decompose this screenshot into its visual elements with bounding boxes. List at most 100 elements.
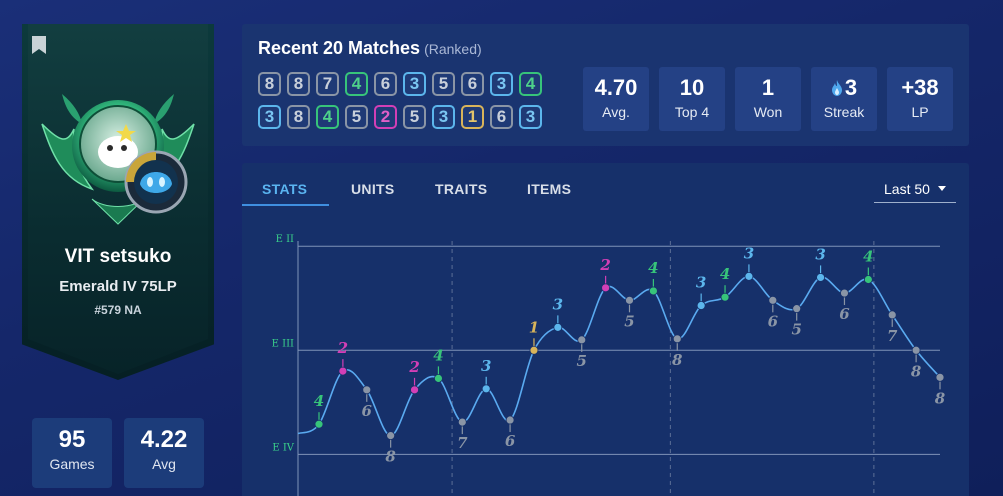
games-value: 95 <box>58 426 86 453</box>
range-filter-dropdown[interactable]: Last 50 <box>874 175 956 203</box>
data-point[interactable] <box>648 286 658 296</box>
recent-subtitle: (Ranked) <box>424 41 482 57</box>
tab-items[interactable]: ITEMS <box>527 181 572 197</box>
point-placement-label: 7 <box>887 327 898 345</box>
tab-traits[interactable]: TRAITS <box>435 181 488 197</box>
data-point[interactable] <box>720 292 730 302</box>
data-point[interactable] <box>792 304 802 314</box>
data-point[interactable] <box>911 345 921 355</box>
chevron-down-icon <box>937 186 946 191</box>
ladder-rank: #579 NA <box>94 303 142 317</box>
placement-badge[interactable]: 4 <box>345 72 368 96</box>
data-point[interactable] <box>816 273 825 282</box>
data-point[interactable] <box>529 345 539 355</box>
placement-badge[interactable]: 3 <box>519 105 542 129</box>
point-placement-label: 6 <box>839 305 850 323</box>
y-tick-label: E II <box>276 234 294 245</box>
data-point[interactable] <box>481 384 491 394</box>
point-placement-label: 4 <box>433 346 443 364</box>
summary-won-value: 1 <box>761 75 775 100</box>
point-placement-label: 4 <box>863 248 873 266</box>
data-point[interactable] <box>434 373 443 383</box>
placement-badge[interactable]: 5 <box>403 105 426 129</box>
data-point[interactable] <box>863 275 873 284</box>
summary-streak-value-row: 3 <box>811 75 877 101</box>
data-point[interactable] <box>696 301 706 310</box>
data-point[interactable] <box>410 385 419 395</box>
point-placement-label: 1 <box>529 318 539 336</box>
summary-lp: +38 LP <box>887 67 953 131</box>
data-point[interactable] <box>768 295 778 305</box>
point-placement-label: 2 <box>408 358 419 376</box>
summary-avg-label: Avg. <box>602 104 630 120</box>
data-point[interactable] <box>625 295 634 305</box>
placement-badge[interactable]: 1 <box>461 105 484 129</box>
point-placement-label: 8 <box>672 351 683 369</box>
lp-series-line <box>297 275 941 437</box>
summary-avg: 4.70 Avg. <box>583 67 649 131</box>
active-tab-indicator <box>242 204 329 206</box>
point-placement-label: 3 <box>744 244 754 262</box>
placement-badge[interactable]: 8 <box>258 72 281 96</box>
data-point[interactable] <box>840 288 849 298</box>
placement-badge[interactable]: 6 <box>461 72 484 96</box>
point-placement-label: 5 <box>791 321 801 339</box>
games-stat: 95 Games <box>32 418 112 488</box>
placement-badge[interactable]: 2 <box>374 105 397 129</box>
bookmark-icon[interactable] <box>32 36 46 54</box>
point-placement-label: 6 <box>362 402 373 420</box>
data-point[interactable] <box>887 310 897 320</box>
placement-badge[interactable]: 4 <box>519 72 542 96</box>
placement-badge[interactable]: 8 <box>287 72 310 96</box>
point-placement-label: 7 <box>457 434 468 452</box>
flame-icon <box>831 80 842 96</box>
data-point[interactable] <box>338 366 348 376</box>
summary-streak: 3 Streak <box>811 67 877 131</box>
placement-badge[interactable]: 3 <box>432 105 455 129</box>
data-point[interactable] <box>672 334 682 344</box>
summary-top4-value: 10 <box>679 75 705 100</box>
y-tick-label: E IV <box>272 442 294 453</box>
placement-badge[interactable]: 3 <box>403 72 426 96</box>
data-point[interactable] <box>457 417 467 427</box>
summary-won-label: Won <box>753 104 783 120</box>
summary-streak-label: Streak <box>823 104 865 120</box>
placement-badge[interactable]: 6 <box>490 105 513 129</box>
recent-title-text: Recent 20 Matches <box>258 38 421 58</box>
data-point[interactable] <box>314 419 324 429</box>
data-point[interactable] <box>553 322 563 332</box>
point-placement-label: 8 <box>385 448 396 466</box>
rank-crest <box>41 94 195 225</box>
data-point[interactable] <box>601 283 611 293</box>
data-point[interactable] <box>362 385 372 395</box>
profile-name: VIT setsuko <box>64 246 172 267</box>
placement-badge[interactable]: 6 <box>374 72 397 96</box>
range-filter-value: Last 50 <box>884 180 930 197</box>
summary-avg-value: 4.70 <box>594 75 638 100</box>
placement-badge[interactable]: 3 <box>490 72 513 96</box>
point-placement-label: 2 <box>599 256 610 274</box>
placement-badge[interactable]: 8 <box>287 105 310 129</box>
recent-matches-title: Recent 20 Matches (Ranked) <box>258 38 482 59</box>
point-placement-label: 6 <box>768 312 779 330</box>
placement-badge[interactable]: 5 <box>432 72 455 96</box>
data-point[interactable] <box>505 415 515 425</box>
point-placement-label: 5 <box>624 312 634 330</box>
data-point[interactable] <box>577 335 587 345</box>
placement-badge[interactable]: 5 <box>345 105 368 129</box>
placement-badge[interactable]: 3 <box>258 105 281 129</box>
placement-badge[interactable]: 7 <box>316 72 339 96</box>
point-placement-label: 8 <box>911 362 922 380</box>
data-point[interactable] <box>386 431 396 441</box>
companion-icon <box>124 150 188 214</box>
games-label: Games <box>49 456 95 472</box>
tab-stats[interactable]: STATS <box>262 181 308 197</box>
tab-units[interactable]: UNITS <box>351 181 395 197</box>
point-placement-label: 3 <box>696 274 706 292</box>
data-point[interactable] <box>744 271 754 281</box>
point-placement-label: 3 <box>553 295 563 313</box>
placement-badge[interactable]: 4 <box>316 105 339 129</box>
data-point[interactable] <box>935 372 945 382</box>
